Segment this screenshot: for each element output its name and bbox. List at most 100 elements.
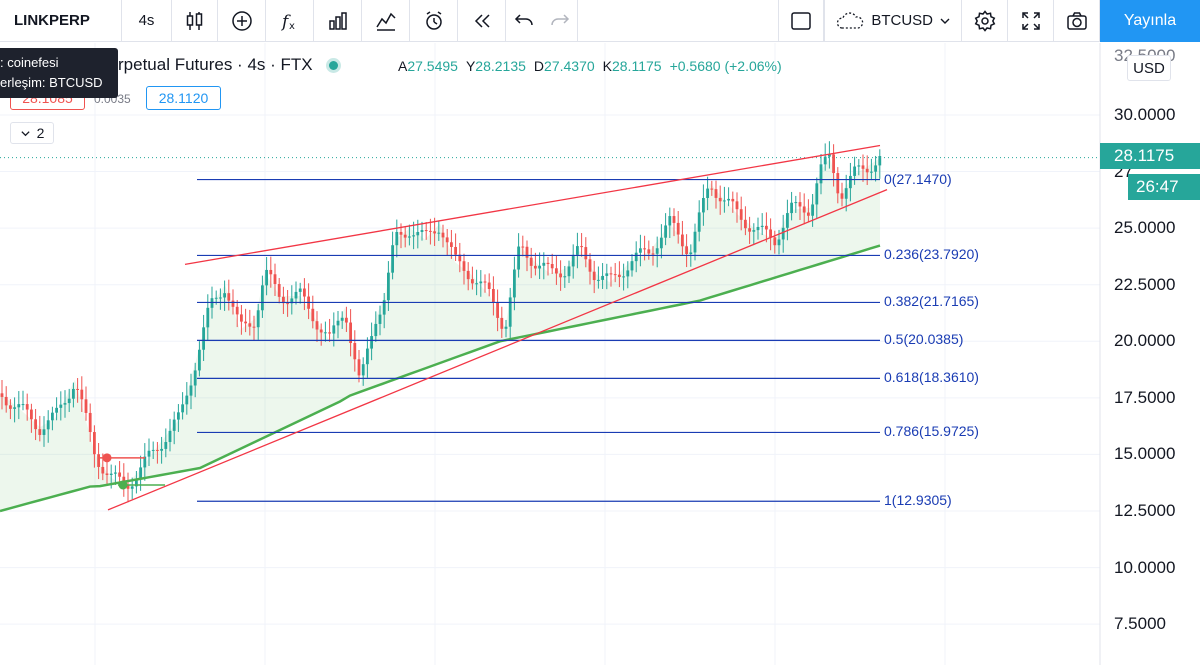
candle-39: [164, 428, 168, 458]
candle-body-0: [0, 393, 4, 397]
candle-body-138: [580, 246, 583, 248]
candle-103: [433, 217, 436, 246]
gear-icon[interactable]: [962, 0, 1008, 42]
chart-area[interactable]: [0, 43, 1200, 665]
candle-body-160: [672, 216, 676, 223]
candle-191: [802, 193, 806, 225]
replay-icon[interactable]: [458, 0, 506, 42]
buy-button[interactable]: 28.1120: [146, 86, 221, 110]
collapse-indicators-button[interactable]: 2: [10, 122, 54, 144]
candle-body-106: [445, 237, 449, 243]
candle-body-47: [198, 349, 201, 371]
candle-166: [697, 200, 701, 242]
square-icon[interactable]: [778, 0, 825, 42]
redo-icon[interactable]: [542, 0, 578, 42]
candle-127: [534, 252, 537, 276]
candle-203: [853, 156, 856, 185]
candle-122: [513, 256, 516, 311]
currency-button[interactable]: USD: [1127, 55, 1171, 81]
candle-body-130: [546, 262, 550, 265]
interval-button[interactable]: 4s: [122, 0, 172, 42]
candle-42: [177, 404, 180, 432]
symbol-search-button[interactable]: LINKPERP: [0, 0, 122, 42]
candle-body-190: [798, 202, 802, 207]
candle-body-55: [231, 300, 235, 307]
candle-96: [403, 227, 407, 248]
candle-body-16: [67, 398, 71, 404]
tooltip: : coinefesi erleşim: BTCUSD: [0, 48, 118, 98]
candle-108: [454, 233, 457, 262]
add-indicator-icon[interactable]: [218, 0, 266, 42]
fullscreen-icon[interactable]: [1008, 0, 1054, 42]
candle-body-79: [332, 325, 336, 334]
candle-body-200: [840, 193, 844, 199]
candle-body-66: [277, 284, 281, 297]
candle-141: [592, 260, 596, 294]
candle-154: [647, 240, 651, 260]
tooltip-line-1: : coinefesi: [0, 55, 59, 70]
compare-symbol-dropdown[interactable]: BTCUSD: [824, 0, 962, 42]
candle-124: [521, 235, 525, 257]
candle-body-189: [794, 202, 798, 204]
candle-174: [731, 191, 735, 213]
candle-89: [374, 311, 378, 342]
candle-54: [227, 279, 231, 311]
candle-body-43: [181, 404, 184, 413]
candle-body-124: [521, 246, 525, 248]
candle-52: [219, 288, 222, 310]
candle-196: [823, 143, 827, 171]
candle-body-169: [710, 188, 714, 190]
candle-60: [252, 315, 256, 341]
candle-body-199: [836, 173, 840, 194]
candle-53: [223, 280, 226, 311]
candle-body-36: [151, 449, 155, 451]
candle-138: [580, 233, 583, 257]
candle-43: [181, 392, 184, 420]
candle-6: [25, 393, 29, 421]
candle-168: [706, 176, 709, 211]
candle-body-11: [46, 420, 50, 430]
candle-160: [672, 208, 676, 237]
candle-body-126: [529, 257, 533, 266]
candles-icon[interactable]: [172, 0, 218, 42]
candle-46: [193, 362, 197, 398]
candle-body-116: [487, 282, 491, 289]
candle-body-134: [563, 276, 567, 278]
candle-35: [147, 438, 151, 467]
candle-104: [437, 220, 441, 241]
bars-icon[interactable]: [314, 0, 362, 42]
candle-body-135: [567, 266, 571, 277]
candle-14: [59, 391, 63, 421]
candle-82: [345, 306, 348, 332]
candle-47: [198, 341, 201, 377]
candle-body-85: [357, 359, 361, 376]
candle-body-20: [84, 399, 88, 413]
candle-65: [273, 263, 277, 297]
price-chart[interactable]: [0, 43, 1200, 665]
candle-179: [752, 223, 756, 246]
candle-body-84: [353, 343, 357, 360]
candle-140: [588, 253, 592, 285]
candle-body-158: [664, 225, 667, 238]
candle-18: [76, 378, 79, 403]
open-key: A: [398, 58, 408, 74]
candle-body-97: [408, 236, 411, 238]
candle-body-119: [500, 317, 504, 329]
candle-body-109: [458, 254, 462, 262]
compare-icon[interactable]: [362, 0, 410, 42]
axis-label-9: 7.5000: [1114, 614, 1166, 634]
undo-icon[interactable]: [506, 0, 542, 42]
alert-icon[interactable]: [410, 0, 458, 42]
candle-body-166: [697, 212, 701, 232]
candle-116: [487, 273, 491, 297]
candle-86: [361, 357, 365, 386]
candle-body-163: [685, 246, 688, 255]
publish-button[interactable]: Yayınla: [1100, 0, 1200, 42]
candle-body-21: [88, 412, 92, 433]
candle-178: [748, 216, 751, 244]
candle-body-121: [508, 297, 512, 327]
camera-icon[interactable]: [1054, 0, 1100, 42]
candle-body-3: [13, 407, 16, 409]
candle-body-209: [878, 156, 882, 166]
